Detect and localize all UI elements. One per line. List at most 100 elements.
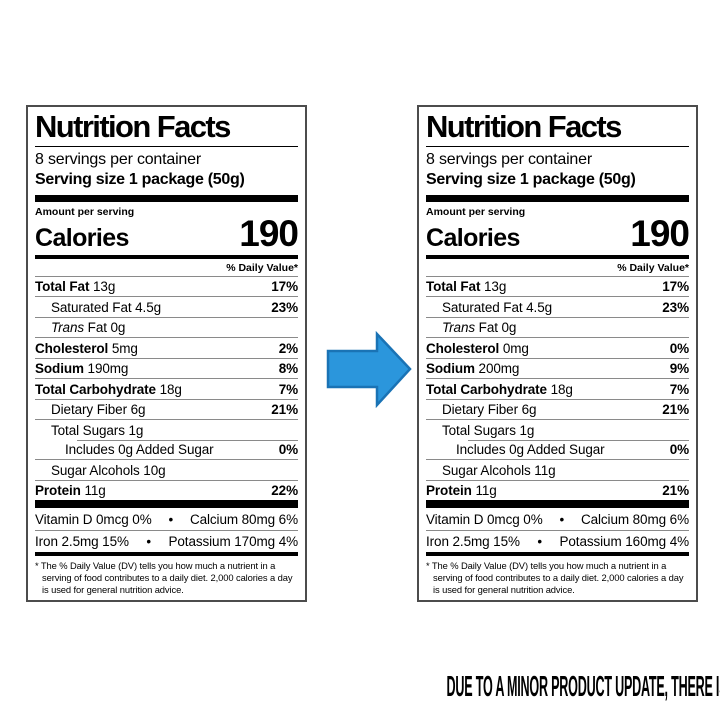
micronutrient-left: Vitamin D 0mcg 0% xyxy=(426,511,543,527)
product-update-notice: DUE TO A MINOR PRODUCT UPDATE, THERE IS … xyxy=(0,671,720,704)
nutrient-name: Total Sugars 1g xyxy=(51,422,144,438)
nutrient-name: Sodium 200mg xyxy=(426,361,520,377)
thick-divider xyxy=(35,500,298,509)
nutrient-row: Trans Fat 0g xyxy=(35,316,298,338)
nutrient-name: Protein 11g xyxy=(426,483,497,499)
nutrient-name: Trans Fat 0g xyxy=(442,320,517,336)
daily-value-header: % Daily Value* xyxy=(617,261,689,274)
nutrition-label-original: Nutrition Facts 8 servings per container… xyxy=(26,105,307,602)
nutrient-row: Sugar Alcohols 10g xyxy=(35,459,298,480)
daily-value-percent: 0% xyxy=(278,442,298,458)
nutrient-name: Sodium 190mg xyxy=(35,361,129,377)
nutrient-name: Total Sugars 1g xyxy=(442,422,535,438)
nutrition-label-updated: Nutrition Facts 8 servings per container… xyxy=(417,105,698,602)
daily-value-percent: 8% xyxy=(278,361,298,377)
daily-value-footnote: * The % Daily Value (DV) tells you how m… xyxy=(35,560,293,595)
micronutrient-row: Iron 2.5mg 15% • Potassium 160mg 4% xyxy=(426,529,689,553)
micronutrient-right: Potassium 160mg 4% xyxy=(559,534,689,550)
amount-per-serving-label: Amount per serving xyxy=(35,205,135,218)
calories-value: 190 xyxy=(239,212,299,254)
nutrient-name: Trans Fat 0g xyxy=(51,320,126,336)
nutrient-row: Total Fat 13g 17% xyxy=(35,275,298,297)
nutrient-name: Dietary Fiber 6g xyxy=(51,402,146,418)
nutrient-row: Trans Fat 0g xyxy=(426,316,689,338)
nutrient-name: Total Carbohydrate 18g xyxy=(35,381,182,397)
bullet-separator-icon: • xyxy=(559,511,565,527)
micronutrient-left: Vitamin D 0mcg 0% xyxy=(35,511,152,527)
daily-value-footnote: * The % Daily Value (DV) tells you how m… xyxy=(426,560,684,595)
micronutrient-right: Calcium 80mg 6% xyxy=(189,511,298,527)
nutrient-name: Sugar Alcohols 11g xyxy=(442,462,556,478)
nutrient-row: Includes 0g Added Sugar 0% xyxy=(426,439,689,460)
nutrient-row: Saturated Fat 4.5g 23% xyxy=(426,296,689,317)
nutrient-name: Includes 0g Added Sugar xyxy=(456,442,605,458)
nutrient-name: Saturated Fat 4.5g xyxy=(51,299,162,315)
micronutrient-row: Vitamin D 0mcg 0% • Calcium 80mg 6% xyxy=(35,508,298,530)
nutrient-name: Cholesterol 0mg xyxy=(426,340,529,356)
serving-size: Serving size 1 package (50g) xyxy=(35,170,245,188)
nutrient-name: Saturated Fat 4.5g xyxy=(442,299,553,315)
daily-value-percent: 0% xyxy=(669,442,689,458)
daily-value-percent: 21% xyxy=(662,483,689,499)
nutrient-row: Protein 11g 22% xyxy=(35,479,298,501)
micronutrient-right: Potassium 170mg 4% xyxy=(168,534,298,550)
bullet-separator-icon: • xyxy=(146,534,152,550)
nutrient-row: Cholesterol 5mg 2% xyxy=(35,337,298,358)
daily-value-percent: 22% xyxy=(271,483,298,499)
calories-label: Calories xyxy=(426,223,520,252)
nutrient-row: Total Sugars 1g xyxy=(35,419,298,440)
nutrient-rows: Total Fat 13g 17% Saturated Fat 4.5g 23% Tra… xyxy=(35,275,298,501)
calories-label: Calories xyxy=(35,223,129,252)
servings-per-container: 8 servings per container xyxy=(35,150,201,168)
daily-value-percent: 9% xyxy=(669,361,689,377)
micronutrient-rows: Vitamin D 0mcg 0% • Calcium 80mg 6% Iron 2.… xyxy=(35,508,298,552)
nutrient-row: Protein 11g 21% xyxy=(426,479,689,501)
nutrient-row: Total Fat 13g 17% xyxy=(426,275,689,297)
nutrient-name: Dietary Fiber 6g xyxy=(442,402,537,418)
bullet-separator-icon: • xyxy=(537,534,543,550)
nutrient-name: Cholesterol 5mg xyxy=(35,340,138,356)
calories-row: Calories 190 xyxy=(35,212,299,254)
nutrient-row: Saturated Fat 4.5g 23% xyxy=(35,296,298,317)
daily-value-percent: 21% xyxy=(662,402,689,418)
calories-row: Calories 190 xyxy=(426,212,690,254)
right-arrow-icon xyxy=(326,330,412,409)
micronutrient-right: Calcium 80mg 6% xyxy=(580,511,689,527)
medium-divider xyxy=(35,254,298,259)
thick-divider xyxy=(35,194,298,202)
label-title: Nutrition Facts xyxy=(35,111,298,147)
label-title: Nutrition Facts xyxy=(426,111,689,147)
caption-text: DUE TO A MINOR PRODUCT UPDATE, THERE IS … xyxy=(446,671,720,703)
calories-value: 190 xyxy=(630,212,690,254)
nutrient-row: Total Sugars 1g xyxy=(426,419,689,440)
nutrient-row: Dietary Fiber 6g 21% xyxy=(35,398,298,420)
right-arrow-shape xyxy=(326,330,412,409)
nutrient-name: Total Carbohydrate 18g xyxy=(426,381,573,397)
micronutrient-row: Vitamin D 0mcg 0% • Calcium 80mg 6% xyxy=(426,508,689,530)
thick-divider xyxy=(426,194,689,202)
bullet-separator-icon: • xyxy=(168,511,174,527)
daily-value-percent: 23% xyxy=(662,299,689,315)
nutrient-row: Dietary Fiber 6g 21% xyxy=(426,398,689,420)
daily-value-percent: 2% xyxy=(278,340,298,356)
nutrient-rows: Total Fat 13g 17% Saturated Fat 4.5g 23% Tra… xyxy=(426,275,689,501)
daily-value-percent: 0% xyxy=(669,340,689,356)
daily-value-percent: 21% xyxy=(271,402,298,418)
medium-divider xyxy=(426,552,689,557)
daily-value-percent: 17% xyxy=(271,279,298,295)
nutrient-row: Total Carbohydrate 18g 7% xyxy=(426,378,689,399)
nutrient-name: Sugar Alcohols 10g xyxy=(51,462,166,478)
nutrient-row: Sodium 190mg 8% xyxy=(35,357,298,379)
nutrient-name: Total Fat 13g xyxy=(35,279,116,295)
nutrient-row: Sugar Alcohols 11g xyxy=(426,459,689,480)
medium-divider xyxy=(426,254,689,259)
nutrient-name: Protein 11g xyxy=(35,483,106,499)
serving-size: Serving size 1 package (50g) xyxy=(426,170,636,188)
thick-divider xyxy=(426,500,689,509)
nutrient-row: Sodium 200mg 9% xyxy=(426,357,689,379)
daily-value-percent: 17% xyxy=(662,279,689,295)
micronutrient-row: Iron 2.5mg 15% • Potassium 170mg 4% xyxy=(35,529,298,553)
micronutrient-left: Iron 2.5mg 15% xyxy=(35,534,129,550)
daily-value-percent: 7% xyxy=(278,381,298,397)
daily-value-percent: 23% xyxy=(271,299,298,315)
